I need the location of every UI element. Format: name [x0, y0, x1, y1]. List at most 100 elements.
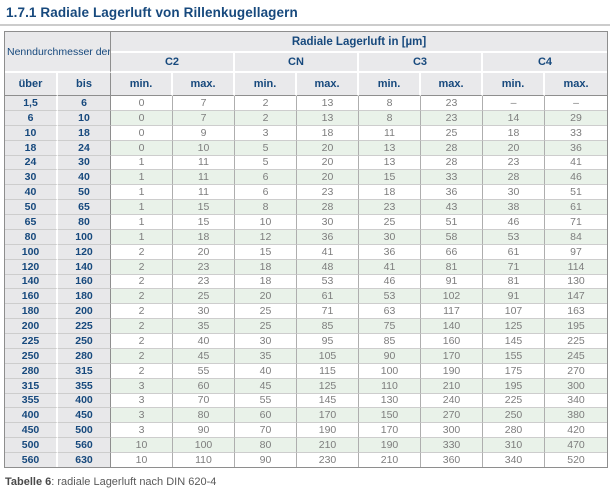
clearance-value-cell: 36: [359, 244, 421, 260]
clearance-value-cell: 33: [421, 170, 483, 186]
clearance-value-cell: 190: [297, 423, 359, 439]
clearance-value-cell: 6: [235, 185, 297, 201]
clearance-value-cell: 25: [359, 215, 421, 230]
group-header-cn: CN: [235, 53, 359, 73]
clearance-value-cell: 100: [173, 438, 235, 453]
clearance-value-cell: 270: [545, 363, 608, 379]
table-row: 355 400 3 70 55 145 130 240 225 340: [5, 393, 608, 409]
clearance-value-cell: 125: [297, 378, 359, 394]
subheader-c4-max: max.: [545, 73, 608, 96]
clearance-value-cell: 10: [235, 215, 297, 230]
bore-over-cell: 140: [5, 274, 58, 290]
clearance-value-cell: 81: [483, 274, 545, 290]
clearance-value-cell: 10: [111, 453, 173, 467]
clearance-value-cell: 10: [111, 438, 173, 453]
subheader-c4-min: min.: [483, 73, 545, 96]
bore-over-cell: 280: [5, 363, 58, 379]
clearance-value-cell: 30: [235, 334, 297, 349]
clearance-value-cell: 210: [359, 453, 421, 467]
clearance-value-cell: 75: [359, 319, 421, 334]
table-row: 30 40 1 11 6 20 15 33 28 46: [5, 170, 608, 186]
clearance-value-cell: 25: [421, 125, 483, 141]
col-group-header: Radiale Lagerluft in [µm]: [111, 32, 608, 53]
clearance-value-cell: 0: [111, 140, 173, 156]
bore-upto-cell: 30: [58, 155, 111, 171]
table-row: 50 65 1 15 8 28 23 43 38 61: [5, 200, 608, 215]
bore-upto-cell: 250: [58, 334, 111, 349]
clearance-value-cell: 0: [111, 125, 173, 141]
clearance-value-cell: 30: [173, 304, 235, 320]
bore-upto-cell: 500: [58, 423, 111, 439]
bore-upto-cell: 24: [58, 140, 111, 156]
clearance-value-cell: 2: [111, 259, 173, 275]
bore-over-cell: 250: [5, 348, 58, 364]
clearance-value-cell: 15: [235, 244, 297, 260]
clearance-value-cell: 41: [297, 244, 359, 260]
bore-over-cell: 18: [5, 140, 58, 156]
subheader-c2-max: max.: [173, 73, 235, 96]
clearance-value-cell: 23: [421, 96, 483, 111]
clearance-value-cell: 360: [421, 453, 483, 467]
clearance-value-cell: 18: [483, 125, 545, 141]
clearance-value-cell: 115: [297, 363, 359, 379]
bore-over-cell: 450: [5, 423, 58, 439]
bore-upto-cell: 140: [58, 259, 111, 275]
table-row: 6 10 0 7 2 13 8 23 14 29: [5, 110, 608, 126]
clearance-value-cell: 3: [111, 423, 173, 439]
clearance-value-cell: 2: [235, 110, 297, 126]
clearance-value-cell: 63: [359, 304, 421, 320]
clearance-value-cell: 51: [545, 185, 608, 201]
clearance-value-cell: 61: [545, 200, 608, 215]
bore-over-cell: 65: [5, 215, 58, 230]
bore-over-cell: 100: [5, 244, 58, 260]
clearance-value-cell: 48: [297, 259, 359, 275]
subheader-c3-min: min.: [359, 73, 421, 96]
clearance-value-cell: 11: [173, 155, 235, 171]
clearance-value-cell: 20: [235, 289, 297, 305]
clearance-value-cell: 130: [359, 393, 421, 409]
bore-over-cell: 40: [5, 185, 58, 201]
table-row: 100 120 2 20 15 41 36 66 61 97: [5, 244, 608, 260]
clearance-value-cell: 8: [359, 110, 421, 126]
clearance-value-cell: 80: [235, 438, 297, 453]
clearance-value-cell: 45: [235, 378, 297, 394]
table-row: 250 280 2 45 35 105 90 170 155 245: [5, 348, 608, 364]
clearance-value-cell: 2: [111, 319, 173, 334]
bore-over-cell: 120: [5, 259, 58, 275]
clearance-value-cell: 2: [111, 304, 173, 320]
clearance-value-cell: 38: [483, 200, 545, 215]
clearance-value-cell: 150: [359, 408, 421, 424]
bore-over-cell: 500: [5, 438, 58, 453]
clearance-value-cell: 58: [421, 229, 483, 245]
clearance-value-cell: 300: [421, 423, 483, 439]
clearance-value-cell: 30: [359, 229, 421, 245]
bore-upto-cell: 450: [58, 408, 111, 424]
clearance-value-cell: 2: [111, 363, 173, 379]
bore-upto-cell: 120: [58, 244, 111, 260]
table-row: 40 50 1 11 6 23 18 36 30 51: [5, 185, 608, 201]
clearance-value-cell: 90: [235, 453, 297, 467]
clearance-value-cell: 225: [483, 393, 545, 409]
clearance-value-cell: 15: [359, 170, 421, 186]
clearance-value-cell: 81: [421, 259, 483, 275]
table-row: 225 250 2 40 30 95 85 160 145 225: [5, 334, 608, 349]
clearance-value-cell: 2: [235, 96, 297, 111]
clearance-value-cell: 18: [235, 259, 297, 275]
clearance-value-cell: 36: [421, 185, 483, 201]
clearance-value-cell: 7: [173, 110, 235, 126]
clearance-value-cell: 100: [359, 363, 421, 379]
table-row: 120 140 2 23 18 48 41 81 71 114: [5, 259, 608, 275]
title-divider: [0, 24, 610, 26]
table-row: 160 180 2 25 20 61 53 102 91 147: [5, 289, 608, 305]
clearance-value-cell: 61: [297, 289, 359, 305]
clearance-value-cell: 155: [483, 348, 545, 364]
clearance-value-cell: 170: [297, 408, 359, 424]
clearance-value-cell: 0: [111, 96, 173, 111]
clearance-value-cell: 13: [297, 110, 359, 126]
clearance-value-cell: 29: [545, 110, 608, 126]
clearance-value-cell: 23: [173, 259, 235, 275]
clearance-value-cell: 147: [545, 289, 608, 305]
clearance-value-cell: 470: [545, 438, 608, 453]
clearance-value-cell: 23: [421, 110, 483, 126]
group-header-c3: C3: [359, 53, 483, 73]
